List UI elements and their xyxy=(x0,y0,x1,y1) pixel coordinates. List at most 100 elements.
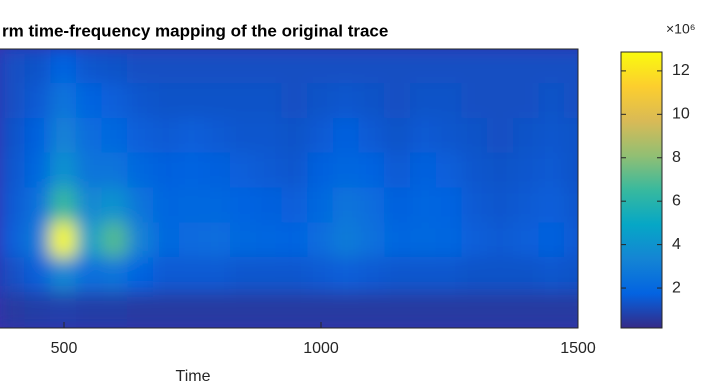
heatmap-cell xyxy=(358,82,387,120)
heatmap-cell xyxy=(307,82,335,120)
heatmap-cell xyxy=(75,292,104,328)
heatmap-cell xyxy=(487,222,515,260)
heatmap-cell xyxy=(24,49,53,85)
heatmap-cell xyxy=(281,49,310,85)
heatmap-cell xyxy=(332,292,361,328)
heatmap-cell xyxy=(50,117,78,155)
heatmap-cell xyxy=(0,152,27,190)
heatmap-cell xyxy=(307,117,335,155)
heatmap-cell xyxy=(435,82,464,120)
heatmap-cell xyxy=(101,187,130,225)
heatmap-cell xyxy=(50,187,78,225)
heatmap-cell xyxy=(50,49,78,85)
heatmap-cell xyxy=(435,117,464,155)
heatmap-cell xyxy=(255,187,284,225)
heatmap-cell xyxy=(152,152,181,190)
heatmap-cell xyxy=(409,257,438,295)
heatmap-cell xyxy=(230,222,258,260)
heatmap-cell xyxy=(178,292,207,328)
heatmap-cell xyxy=(230,117,258,155)
heatmap-cell xyxy=(127,152,155,190)
heatmap-cell xyxy=(178,152,207,190)
heatmap-cell xyxy=(307,152,335,190)
colorbar xyxy=(620,51,663,329)
heatmap-cell xyxy=(409,82,438,120)
heatmap-cell xyxy=(487,187,515,225)
heatmap-cell xyxy=(255,152,284,190)
heatmap-cell xyxy=(204,292,233,328)
heatmap-cell xyxy=(204,222,233,260)
heatmap-cell xyxy=(512,49,541,85)
colorbar-tick-label: 8 xyxy=(672,149,681,166)
heatmap-cell xyxy=(152,82,181,120)
heatmap-cell xyxy=(75,49,104,85)
heatmap-cell xyxy=(564,82,578,120)
heatmap-cell xyxy=(24,187,53,225)
colorbar-tick-label: 6 xyxy=(672,192,681,209)
heatmap-cell xyxy=(204,82,233,120)
heatmap-cell xyxy=(255,292,284,328)
heatmap-cell xyxy=(384,292,412,328)
heatmap-cell xyxy=(0,49,27,85)
heatmap-cell xyxy=(255,49,284,85)
heatmap-cell xyxy=(538,82,567,120)
heatmap-cell xyxy=(152,49,181,85)
heatmap-cell xyxy=(538,187,567,225)
heatmap-cell xyxy=(255,82,284,120)
heatmap-cell xyxy=(75,222,104,260)
heatmap-cell xyxy=(230,292,258,328)
heatmap-cell xyxy=(538,49,567,85)
heatmap-cell xyxy=(204,49,233,85)
heatmap-cell xyxy=(461,292,490,328)
heatmap-cell xyxy=(204,257,233,295)
heatmap-cell xyxy=(512,152,541,190)
axes-box xyxy=(0,48,579,329)
heatmap-cell xyxy=(487,257,515,295)
heatmap-cell xyxy=(358,49,387,85)
heatmap-cell xyxy=(24,117,53,155)
heatmap-cell xyxy=(538,117,567,155)
x-tick-label: 1000 xyxy=(303,340,339,357)
heatmap-cell xyxy=(230,152,258,190)
heatmap-cell xyxy=(332,222,361,260)
heatmap xyxy=(0,49,578,328)
heatmap-cell xyxy=(204,152,233,190)
heatmap-cell xyxy=(204,187,233,225)
heatmap-cell xyxy=(409,292,438,328)
heatmap-cell xyxy=(127,49,155,85)
colorbar-tick-label: 12 xyxy=(672,62,690,79)
heatmap-cell xyxy=(564,187,578,225)
heatmap-cell xyxy=(75,117,104,155)
heatmap-cell xyxy=(101,82,130,120)
x-tick-label: 1500 xyxy=(560,340,596,357)
heatmap-cell xyxy=(307,187,335,225)
heatmap-cell xyxy=(281,292,310,328)
heatmap-cell xyxy=(255,117,284,155)
heatmap-cell xyxy=(281,222,310,260)
heatmap-cell xyxy=(152,187,181,225)
heatmap-cell xyxy=(409,187,438,225)
heatmap-cell xyxy=(564,222,578,260)
heatmap-cell xyxy=(564,292,578,328)
heatmap-cell xyxy=(512,82,541,120)
heatmap-cell xyxy=(487,49,515,85)
heatmap-cell xyxy=(487,117,515,155)
colorbar-tick-label: 4 xyxy=(672,236,681,253)
heatmap-cell xyxy=(435,257,464,295)
chart-title: rm time-frequency mapping of the origina… xyxy=(2,21,388,40)
colorbar-tick-label: 2 xyxy=(672,279,681,296)
heatmap-cell xyxy=(358,152,387,190)
heatmap-cell xyxy=(358,292,387,328)
heatmap-cell xyxy=(358,257,387,295)
heatmap-cell xyxy=(332,152,361,190)
heatmap-cell xyxy=(512,257,541,295)
heatmap-cell xyxy=(178,222,207,260)
heatmap-cell xyxy=(24,152,53,190)
heatmap-cell xyxy=(384,117,412,155)
heatmap-cell xyxy=(435,152,464,190)
heatmap-cell xyxy=(564,117,578,155)
heatmap-cell xyxy=(384,222,412,260)
heatmap-cell xyxy=(281,152,310,190)
heatmap-cell xyxy=(384,82,412,120)
heatmap-cell xyxy=(461,117,490,155)
